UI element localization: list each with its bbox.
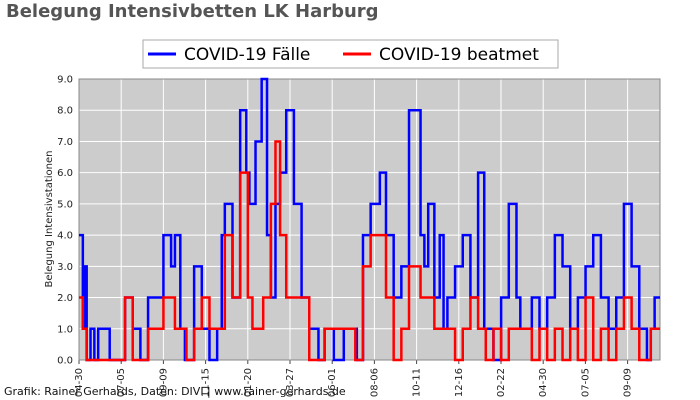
- x-tick-label: 04-30: [74, 368, 85, 397]
- source-credit: Grafik: Rainer Gerhards, Daten: DIVI | w…: [4, 385, 346, 398]
- x-tick-label: 04-30: [538, 368, 549, 397]
- series-line-faelle: [79, 77, 660, 362]
- x-tick-label: 07-05: [116, 368, 127, 397]
- x-tick-label: 11-15: [201, 368, 212, 397]
- legend-label: COVID-19 beatmet: [379, 45, 539, 65]
- y-tick-label: 6.0: [57, 168, 73, 179]
- legend: COVID-19 Fälle COVID-19 beatmet: [142, 39, 559, 69]
- x-tick-label: 09-09: [158, 368, 169, 397]
- x-tick-label: 07-05: [580, 368, 591, 397]
- y-tick-label: 0.0: [57, 356, 73, 367]
- y-tick-label: 3.0: [57, 262, 73, 273]
- y-tick-label: 1.0: [57, 324, 73, 335]
- x-tick-label: 03-27: [285, 368, 296, 397]
- y-tick-label: 8.0: [57, 106, 73, 117]
- y-tick-label: 5.0: [57, 199, 73, 210]
- x-tick-label: 06-01: [327, 368, 338, 397]
- x-tick-label: 01-20: [243, 368, 254, 397]
- x-tick-label: 09-09: [623, 368, 634, 397]
- y-tick-label: 7.0: [57, 137, 73, 148]
- plot-frame: [78, 78, 661, 361]
- y-tick-label: 2.0: [57, 293, 73, 304]
- y-tick-label: 9.0: [57, 75, 73, 86]
- chart-title: Belegung Intensivbetten LK Harburg: [6, 1, 379, 22]
- y-axis: 0.0 1.0 2.0 3.0 4.0 5.0 6.0 7.0 8.0 9.0: [57, 75, 73, 367]
- y-axis-label: Belegung Intensivstationen: [44, 150, 55, 287]
- y-tick-label: 4.0: [57, 231, 73, 242]
- x-tick-label: 10-11: [412, 368, 423, 397]
- x-tick-label: 02-22: [496, 368, 507, 397]
- series-line-beatmet: [79, 140, 660, 362]
- x-tick-label: 08-06: [369, 368, 380, 397]
- legend-label: COVID-19 Fälle: [184, 45, 310, 65]
- x-tick-label: 12-16: [454, 368, 465, 397]
- series-lines: [79, 77, 660, 362]
- x-axis: 04-30 07-05 09-09 11-15 01-20 03-27 06-01 08-06…: [74, 78, 661, 397]
